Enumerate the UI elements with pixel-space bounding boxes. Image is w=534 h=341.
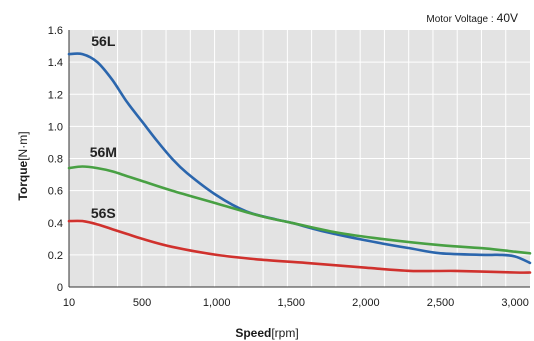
x-tick-label: 500 <box>133 297 151 309</box>
y-tick-label: 0.2 <box>48 250 63 262</box>
x-axis-label-main: Speed <box>235 326 272 340</box>
x-tick-label: 3,000 <box>501 297 529 309</box>
y-axis-label: Torque[N·m] <box>16 121 30 211</box>
y-tick-label: 0.6 <box>48 186 63 198</box>
motor-voltage-note: Motor Voltage :40V <box>426 11 518 25</box>
series-label-56M: 56M <box>90 144 117 160</box>
y-tick-label: 1.0 <box>48 121 63 133</box>
y-tick-label: 0.4 <box>48 218 63 230</box>
series-line-56M <box>67 165 532 255</box>
y-tick-label: 1.2 <box>48 89 63 101</box>
series-line-56S <box>67 219 532 274</box>
x-tick-label: 10 <box>63 297 75 309</box>
series-label-56L: 56L <box>91 33 116 49</box>
motor-voltage-value: 40V <box>496 11 518 25</box>
x-axis-label-unit: [rpm] <box>271 326 299 340</box>
motor-voltage-label: Motor Voltage : <box>426 14 494 25</box>
y-tick-label: 0 <box>57 282 63 294</box>
y-axis-label-unit: [N·m] <box>16 131 30 161</box>
series-label-56S: 56S <box>91 205 116 221</box>
y-tick-label: 1.6 <box>48 25 63 37</box>
y-tick-label: 1.4 <box>48 57 63 69</box>
x-tick-label: 2,000 <box>352 297 380 309</box>
x-axis-label: Speed[rpm] <box>0 326 534 340</box>
y-tick-label: 0.8 <box>48 154 63 166</box>
x-tick-label: 2,500 <box>427 297 455 309</box>
y-axis-label-main: Torque <box>16 160 30 201</box>
x-tick-label: 1,000 <box>203 297 231 309</box>
x-tick-label: 1,500 <box>278 297 306 309</box>
